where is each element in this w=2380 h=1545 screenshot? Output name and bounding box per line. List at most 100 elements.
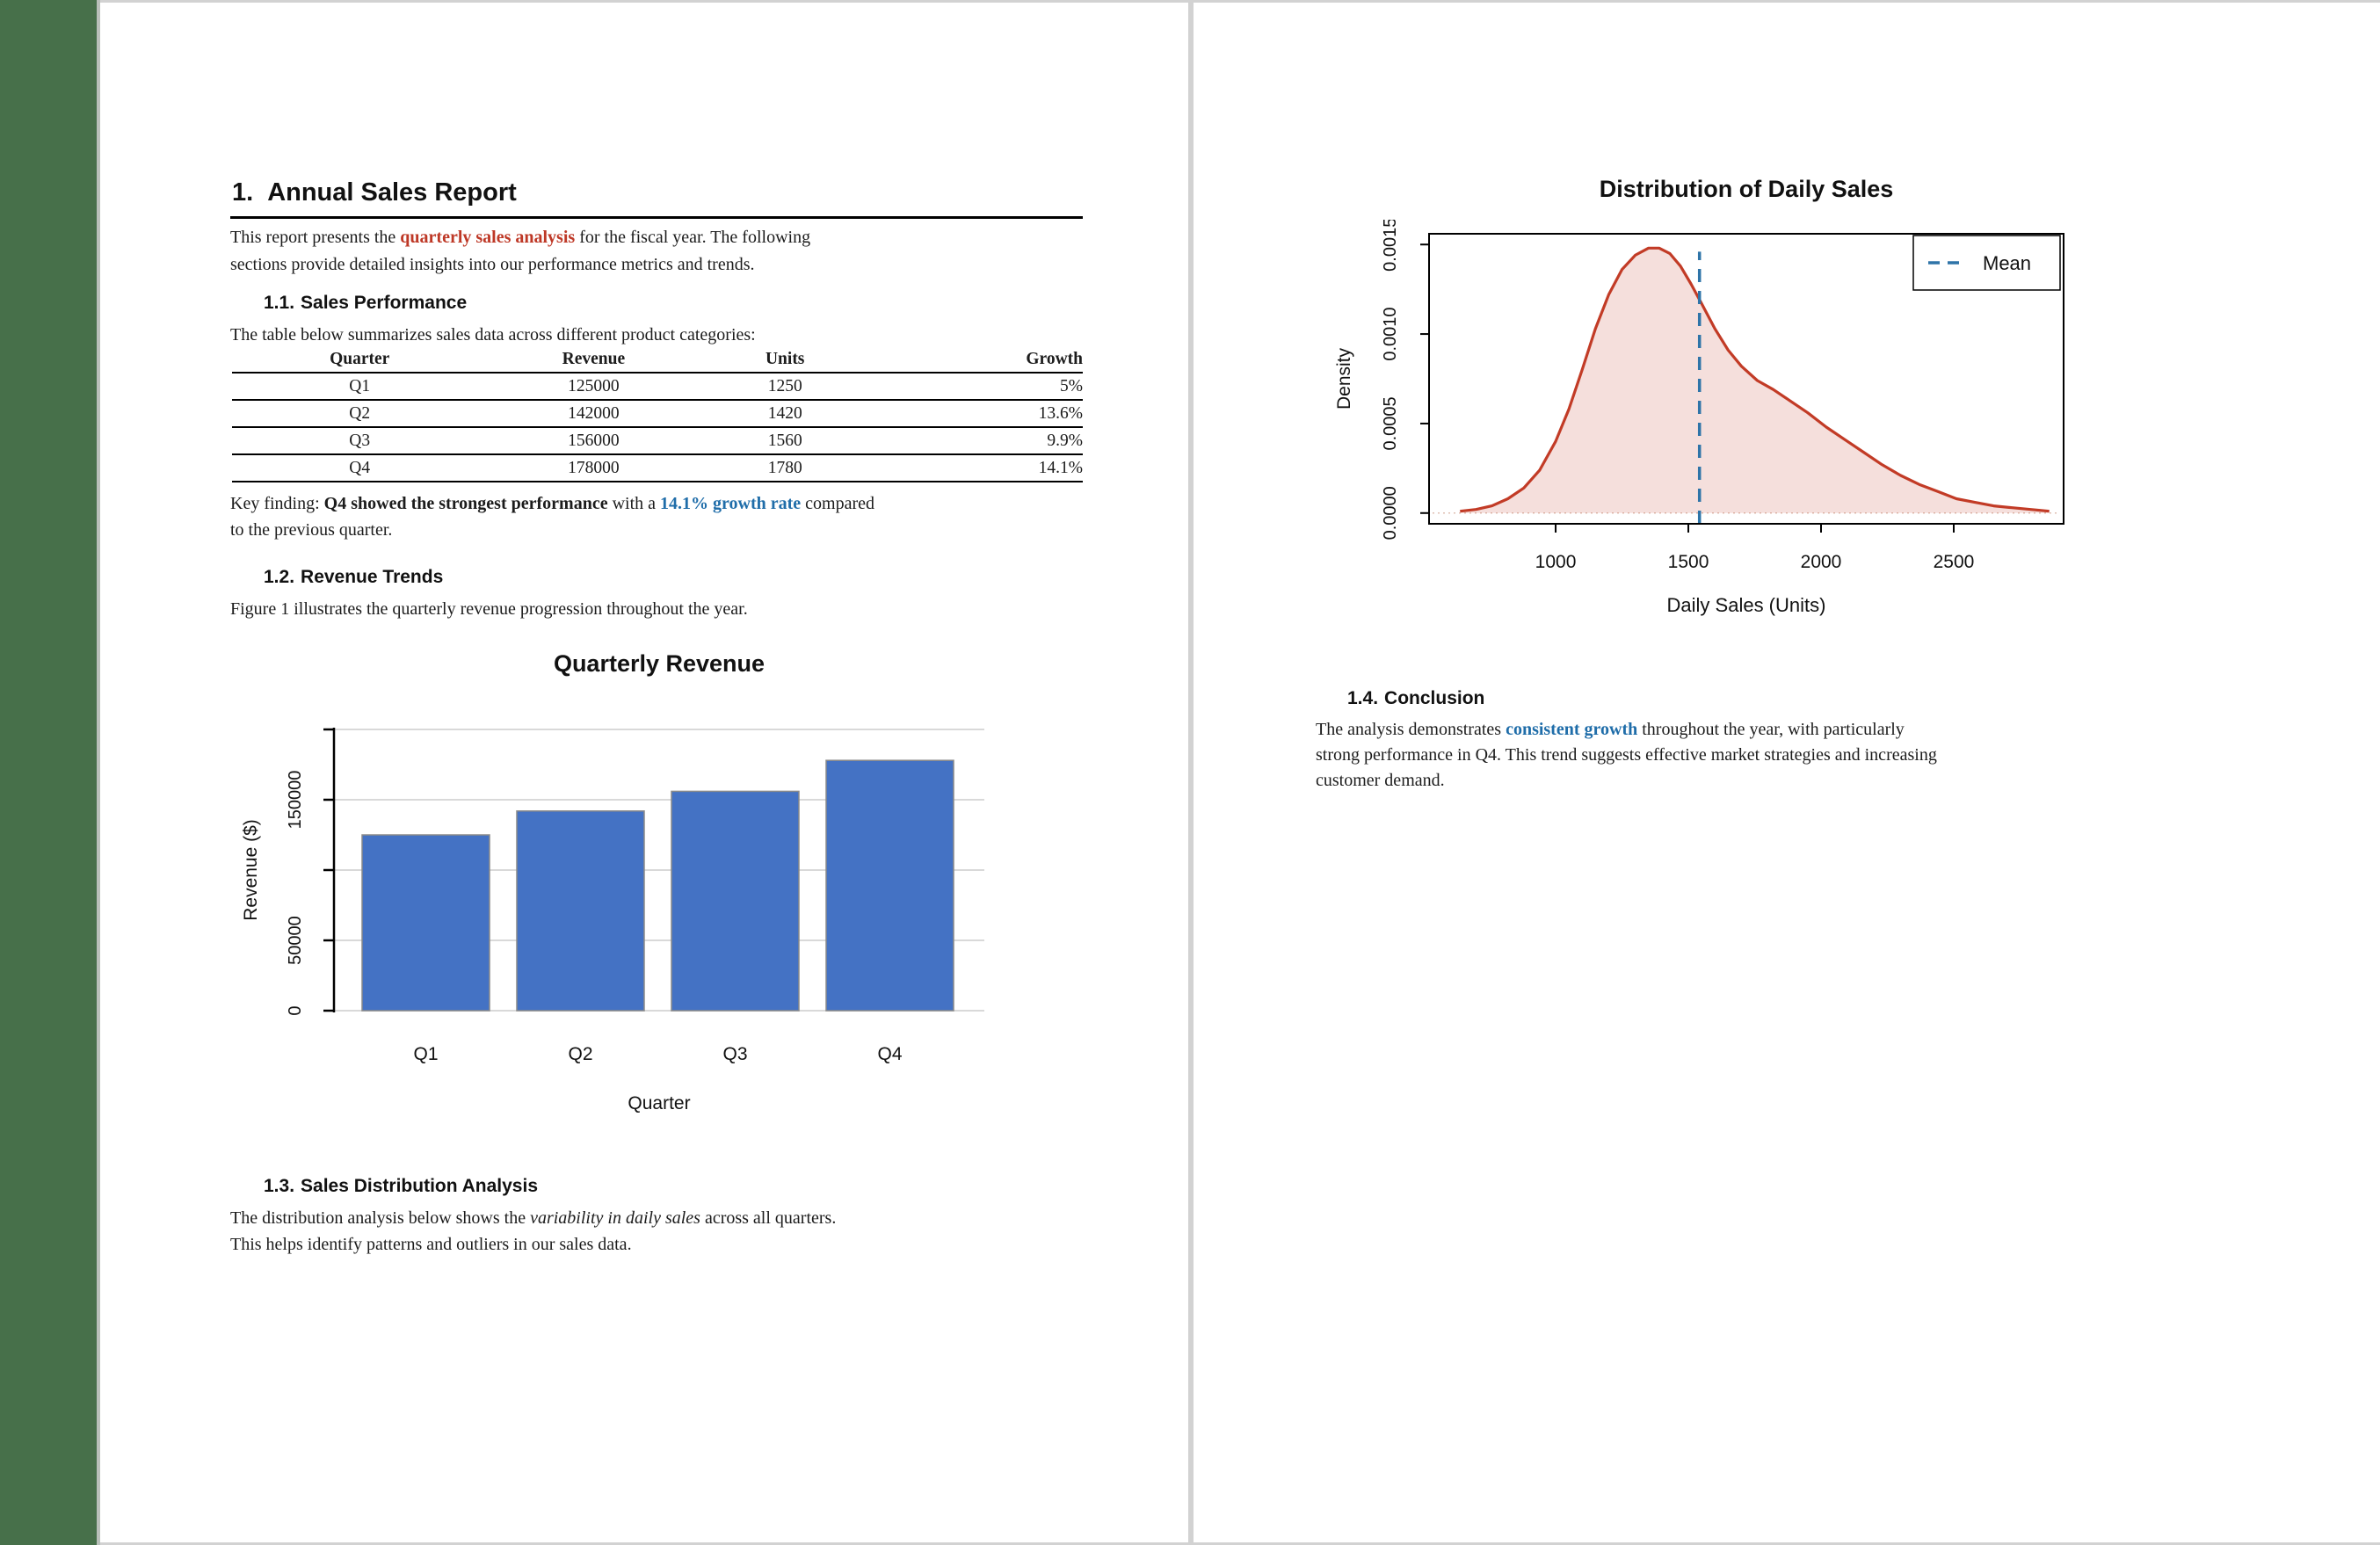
- cell-growth: 13.6%: [1038, 403, 1083, 423]
- distribution-text: across all quarters.: [700, 1208, 837, 1228]
- figure-lead-text: Figure 1 illustrates the quarterly reven…: [230, 599, 748, 619]
- density-chart-title: Distribution of Daily Sales: [1599, 176, 1894, 202]
- svg-text:2000: 2000: [1801, 552, 1842, 572]
- conclusion-text: strong performance in Q4. This trend sug…: [1316, 745, 1937, 765]
- svg-text:Revenue ($): Revenue ($): [241, 819, 261, 921]
- intro-text: for the fiscal year. The following: [575, 228, 811, 247]
- sales-table: Quarter Revenue Units Growth Q1 125000 1…: [232, 346, 1083, 482]
- heading-text: Sales Distribution Analysis: [301, 1176, 538, 1196]
- heading-revenue-trends: 1.2. Revenue Trends: [264, 567, 443, 588]
- heading-number: 1.2.: [264, 567, 295, 587]
- page-top-border: [100, 0, 2380, 3]
- key-finding-text: with a: [607, 494, 661, 513]
- col-header-units: Units: [765, 349, 805, 368]
- table-row: Q3 156000 1560 9.9%: [232, 427, 1083, 454]
- section-number: 1.: [232, 178, 254, 207]
- key-finding-accent-text: 14.1% growth rate: [660, 494, 802, 513]
- page-2: [1194, 3, 2380, 1542]
- page-bottom-border: [100, 1542, 2380, 1545]
- svg-text:2500: 2500: [1934, 552, 1975, 572]
- distribution-italic-text: variability in daily sales: [530, 1208, 700, 1228]
- distribution-text: This helps identify patterns and outlier…: [230, 1235, 632, 1254]
- svg-text:Q1: Q1: [413, 1044, 438, 1064]
- heading-number: 1.1.: [264, 293, 295, 313]
- left-edge-strip: [0, 0, 97, 1545]
- svg-text:Q4: Q4: [877, 1044, 902, 1064]
- heading-number: 1.3.: [264, 1176, 295, 1196]
- key-finding-text: Key finding:: [230, 494, 324, 513]
- table-header-row: Quarter Revenue Units Growth: [232, 346, 1083, 373]
- key-finding-paragraph: Key finding: Q4 showed the strongest per…: [230, 490, 1100, 543]
- table-row: Q1 125000 1250 5%: [232, 373, 1083, 400]
- cell-growth: 5%: [1060, 376, 1083, 395]
- svg-text:Quarter: Quarter: [628, 1093, 690, 1113]
- svg-text:1500: 1500: [1668, 552, 1709, 572]
- conclusion-paragraph: The analysis demonstrates consistent gro…: [1316, 717, 2282, 794]
- cell-revenue: 156000: [568, 431, 620, 450]
- cell-quarter: Q4: [349, 458, 371, 477]
- svg-text:0.0010: 0.0010: [1381, 307, 1400, 360]
- svg-text:Daily Sales (Units): Daily Sales (Units): [1667, 594, 1826, 616]
- key-finding-text: to the previous quarter.: [230, 520, 393, 540]
- table-row: Q4 178000 1780 14.1%: [232, 454, 1083, 482]
- heading-conclusion: 1.4. Conclusion: [1347, 688, 1484, 709]
- quarterly-revenue-bar-chart: 0 50000 150000 Revenue ($) Q1 Q2 Q3 Q4 Quarter: [241, 728, 984, 1113]
- svg-text:0.0000: 0.0000: [1381, 486, 1400, 540]
- intro-accent-text: quarterly sales analysis: [400, 228, 576, 247]
- heading-text: Conclusion: [1384, 688, 1485, 708]
- conclusion-text: throughout the year, with particularly: [1637, 720, 1905, 739]
- cell-growth: 9.9%: [1047, 431, 1083, 450]
- svg-text:1000: 1000: [1535, 552, 1577, 572]
- svg-text:Q2: Q2: [568, 1044, 592, 1064]
- key-finding-text: compared: [801, 494, 875, 513]
- cell-units: 1250: [767, 376, 802, 395]
- intro-paragraph: This report presents the quarterly sales…: [230, 224, 1100, 279]
- heading-sales-distribution-analysis: 1.3. Sales Distribution Analysis: [264, 1176, 538, 1197]
- intro-text: sections provide detailed insights into …: [230, 255, 755, 274]
- svg-text:150000: 150000: [286, 771, 305, 830]
- sales-table-container: Quarter Revenue Units Growth Q1 125000 1…: [232, 346, 1083, 482]
- page-1: [100, 3, 1188, 1542]
- svg-text:0.0015: 0.0015: [1381, 220, 1400, 272]
- section-title-text: Annual Sales Report: [267, 178, 517, 207]
- svg-text:0: 0: [286, 1005, 305, 1015]
- svg-text:0.0005: 0.0005: [1381, 396, 1400, 450]
- cell-quarter: Q2: [349, 403, 371, 423]
- heading-text: Revenue Trends: [301, 567, 444, 587]
- distribution-text: The distribution analysis below shows th…: [230, 1208, 531, 1228]
- cell-revenue: 178000: [568, 458, 620, 477]
- col-header-quarter: Quarter: [330, 349, 390, 368]
- key-finding-bold-text: Q4 showed the strongest performance: [323, 494, 608, 513]
- page-gap-divider: [1188, 0, 1194, 1545]
- table-row: Q2 142000 1420 13.6%: [232, 400, 1083, 427]
- cell-units: 1780: [767, 458, 802, 477]
- cell-units: 1560: [767, 431, 802, 450]
- svg-text:Density: Density: [1334, 347, 1354, 410]
- svg-text:Q3: Q3: [722, 1044, 747, 1064]
- intro-text: This report presents the: [230, 228, 401, 247]
- section-title-annual-sales-report: 1. Annual Sales Report: [232, 178, 517, 207]
- cell-quarter: Q1: [349, 376, 371, 395]
- distribution-paragraph: The distribution analysis below shows th…: [230, 1205, 1100, 1258]
- col-header-growth: Growth: [1026, 349, 1083, 368]
- bar-chart-title: Quarterly Revenue: [553, 650, 766, 677]
- svg-text:50000: 50000: [286, 916, 305, 965]
- cell-revenue: 142000: [568, 403, 620, 423]
- cell-quarter: Q3: [349, 431, 371, 450]
- cell-growth: 14.1%: [1038, 458, 1083, 477]
- table-lead-text: The table below summarizes sales data ac…: [230, 325, 756, 345]
- heading-number: 1.4.: [1347, 688, 1379, 708]
- cell-revenue: 125000: [568, 376, 620, 395]
- heading-text: Sales Performance: [301, 293, 468, 313]
- title-underline-rule: [230, 216, 1083, 219]
- heading-sales-performance: 1.1. Sales Performance: [264, 293, 467, 314]
- page-left-border: [97, 0, 100, 1545]
- svg-text:Mean: Mean: [1983, 252, 2031, 274]
- conclusion-text: The analysis demonstrates: [1316, 720, 1506, 739]
- daily-sales-density-chart: 0.0000 0.0005 0.0010 0.0015 Density 1000 1500 2…: [1334, 220, 2064, 616]
- conclusion-text: customer demand.: [1316, 771, 1445, 790]
- conclusion-accent-text: consistent growth: [1506, 720, 1638, 739]
- cell-units: 1420: [767, 403, 802, 423]
- col-header-revenue: Revenue: [562, 349, 626, 368]
